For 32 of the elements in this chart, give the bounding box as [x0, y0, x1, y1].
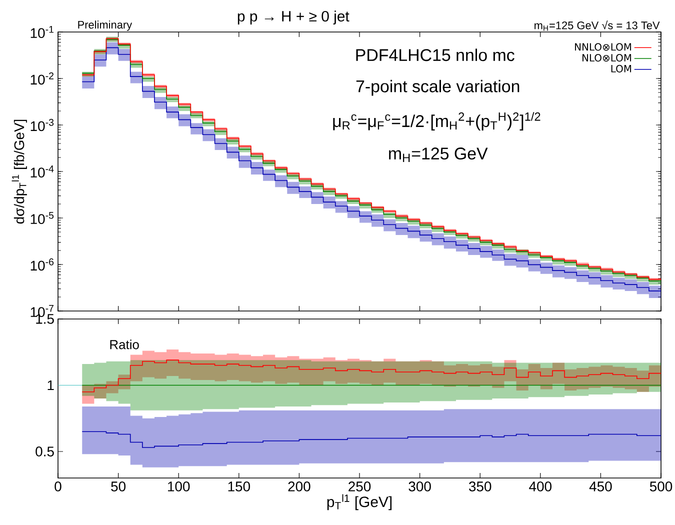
- x-tick-label: 250: [348, 482, 371, 492]
- x-tick-label: 200: [288, 482, 310, 492]
- legend-label: NLO⊗LOM: [582, 54, 632, 62]
- y-tick-label: 10$^{-4}$: [30, 165, 54, 178]
- x-tick-label: 0: [54, 482, 62, 492]
- annotation: 7-point scale variation: [356, 80, 520, 96]
- x-tick-label: 50: [111, 482, 126, 492]
- text: μ$_{R}$$^{c}$=μ$_{F}$$^{c}$=1/2·[m$_{H}$$^{2}$+(p$_{T}$$^{H}$)$^{2}$]$^{1/2}$: [333, 112, 540, 130]
- y-tick-label: 0.5: [36, 446, 54, 456]
- legend-label: LOM: [611, 64, 632, 72]
- y-tick-label: 10$^{-2}$: [30, 72, 54, 85]
- text: m$_{H}$=125 GeV √s = 13 TeV: [534, 20, 660, 31]
- y-tick-label: 10$^{-3}$: [30, 118, 54, 132]
- y-tick-label: 1: [48, 380, 54, 390]
- annotation: PDF4LHC15 nnlo mc: [356, 48, 514, 62]
- annotation: m$_{H}$=125 GeV: [389, 148, 488, 162]
- x-axis-title: p$_{T}$$^{l1}$ [GeV]: [327, 494, 392, 510]
- y-axis-title: dσ/dp$_{T}$$^{l1}$ [fb/GeV]: [12, 120, 27, 224]
- legend-label: NNLO⊗LOM: [575, 43, 632, 51]
- y-tick-label: 10$^{-1}$: [30, 26, 54, 38]
- y-tick-label: 10$^{-5}$: [30, 212, 54, 224]
- x-tick-label: 500: [650, 482, 672, 492]
- annotation: Ratio: [110, 340, 139, 350]
- x-tick-label: 350: [468, 482, 492, 492]
- x-tick-label: 300: [408, 482, 431, 492]
- x-tick-label: 150: [228, 482, 250, 492]
- x-tick-label: 100: [168, 482, 190, 492]
- text: Preliminary: [78, 20, 132, 31]
- y-tick-label: 10$^{-6}$: [30, 258, 54, 271]
- x-tick-label: 450: [589, 482, 612, 492]
- chart-title: p p → H + ≥ 0 jet: [238, 10, 350, 24]
- x-tick-label: 400: [529, 482, 552, 492]
